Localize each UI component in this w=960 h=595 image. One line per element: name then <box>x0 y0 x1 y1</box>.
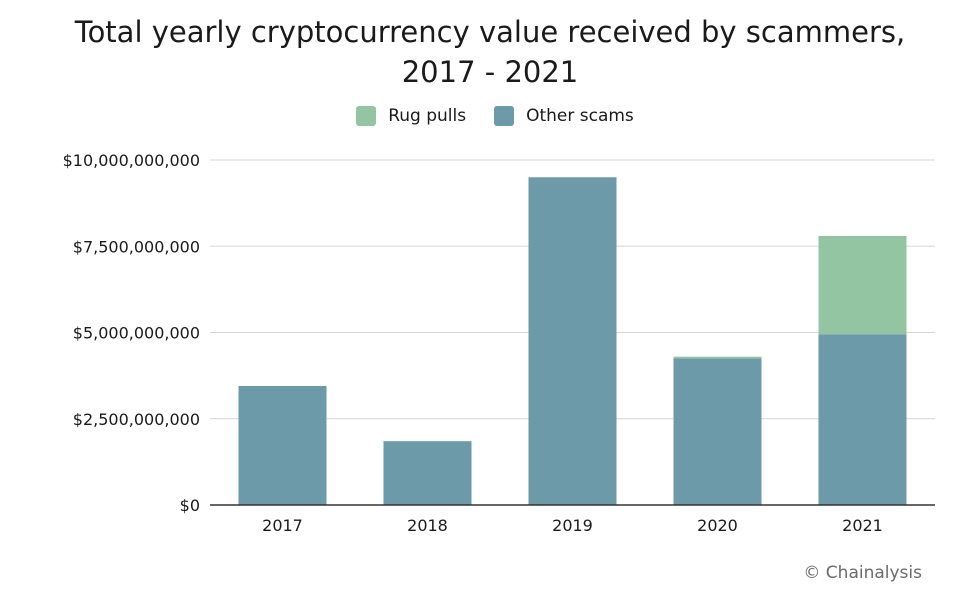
x-tick-label: 2019 <box>552 516 593 535</box>
y-tick-label: $10,000,000,000 <box>63 151 200 170</box>
y-tick-label: $5,000,000,000 <box>73 324 200 343</box>
legend-label-other-scams: Other scams <box>526 106 634 126</box>
bar-rug-pulls <box>673 356 762 359</box>
legend-swatch-other-scams <box>494 106 515 126</box>
legend-item-other-scams: Other scams <box>494 106 634 126</box>
x-tick-label: 2021 <box>842 516 883 535</box>
legend-label-rug-pulls: Rug pulls <box>388 106 467 126</box>
y-tick-label: $2,500,000,000 <box>73 410 200 429</box>
legend-swatch-rug-pulls <box>356 106 377 126</box>
source-credit: © Chainalysis <box>803 563 922 583</box>
y-tick-label: $7,500,000,000 <box>73 237 200 256</box>
bar-other-scams <box>383 441 472 505</box>
bar-other-scams <box>238 385 327 505</box>
bar-other-scams <box>818 334 907 505</box>
chart-title: Total yearly cryptocurrency value receiv… <box>74 15 906 89</box>
legend-item-rug-pulls: Rug pulls <box>356 106 466 126</box>
y-axis: $0 $2,500,000,000 $5,000,000,000 $7,500,000… <box>63 151 200 515</box>
x-axis: 2017 2018 2019 2020 2021 <box>210 504 935 535</box>
bars <box>238 177 907 505</box>
x-tick-label: 2018 <box>407 516 448 535</box>
bar-other-scams <box>528 177 617 505</box>
bar-other-scams <box>673 358 762 505</box>
chart-legend: Rug pulls Other scams <box>0 106 960 126</box>
y-tick-label: $0 <box>180 496 200 515</box>
x-tick-label: 2020 <box>697 516 738 535</box>
bar-rug-pulls <box>818 235 907 335</box>
x-tick-label: 2017 <box>262 516 303 535</box>
